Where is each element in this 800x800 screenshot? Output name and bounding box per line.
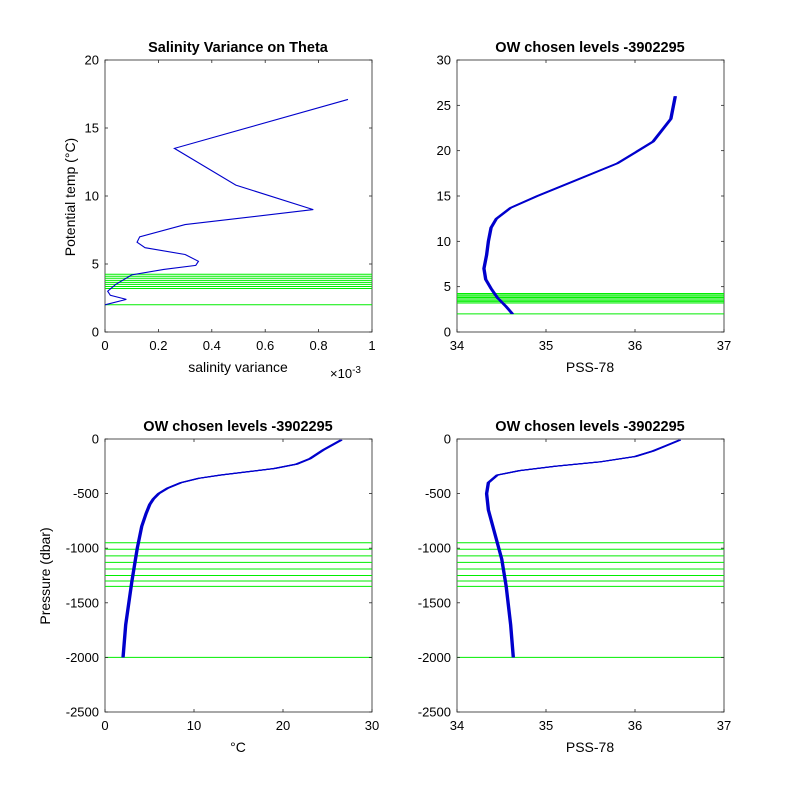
panel-3-ylabel: Pressure (dbar) — [37, 527, 53, 624]
y-tick-label: 0 — [92, 325, 99, 340]
y-tick-label: 20 — [437, 143, 451, 158]
y-tick-label: -2500 — [66, 705, 99, 720]
y-tick-label: 0 — [444, 432, 451, 447]
panel-3-title: OW chosen levels -3902295 — [143, 419, 332, 435]
y-tick-label: 10 — [85, 189, 99, 204]
panel-1-ylabel: Potential temp (°C) — [62, 138, 78, 256]
x-tick-label: 34 — [450, 718, 464, 733]
y-tick-label: 5 — [92, 257, 99, 272]
x-tick-label: 0.8 — [310, 338, 328, 353]
series-line — [104, 98, 349, 306]
y-tick-label: -2500 — [418, 705, 451, 720]
y-tick-label: -2000 — [66, 650, 99, 665]
y-tick-label: -500 — [73, 486, 99, 501]
panel-3-xlabel: °C — [230, 739, 246, 755]
y-tick-label: 10 — [437, 234, 451, 249]
panel-1-x-exponent: ×10-3 — [330, 365, 361, 381]
x-tick-label: 20 — [276, 718, 290, 733]
panel-1-xlabel: salinity variance — [188, 359, 288, 375]
panel-4-title: OW chosen levels -3902295 — [495, 419, 684, 435]
x-tick-label: 30 — [365, 718, 379, 733]
panel-salinity-variance: Salinity Variance on Theta salinity vari… — [62, 40, 376, 381]
x-tick-label: 0.4 — [203, 338, 221, 353]
series-line — [484, 96, 677, 315]
x-tick-label: 0.2 — [149, 338, 167, 353]
y-tick-label: 0 — [92, 432, 99, 447]
x-tick-label: 1 — [368, 338, 375, 353]
x-tick-label: 36 — [628, 718, 642, 733]
panel-pressure-temperature: OW chosen levels -3902295 °C Pressure (d… — [37, 419, 379, 755]
y-tick-label: -2000 — [418, 650, 451, 665]
x-tick-label: 35 — [539, 718, 553, 733]
panel-2-plot-area: 34 35 36 37 0 5 10 15 20 25 30 — [437, 53, 732, 354]
x-tick-label: 0 — [101, 718, 108, 733]
panel-2-title: OW chosen levels -3902295 — [495, 40, 684, 56]
y-tick-label: 15 — [85, 121, 99, 136]
x-tick-label: 0.6 — [256, 338, 274, 353]
x-tick-label: 0 — [101, 338, 108, 353]
series-line — [123, 439, 343, 658]
panel-pressure-salinity: OW chosen levels -3902295 PSS-78 34 35 36 3… — [418, 419, 731, 755]
x-tick-label: 34 — [450, 338, 464, 353]
panel-theta-salinity: OW chosen levels -3902295 PSS-78 34 35 36 3… — [437, 40, 732, 375]
x-tick-label: 37 — [717, 718, 731, 733]
panel-3-plot-area: 0 10 20 30 -2500 -2000 -1500 -1000 -500 0 — [66, 432, 379, 734]
x-tick-label: 35 — [539, 338, 553, 353]
y-tick-label: 30 — [437, 53, 451, 68]
y-tick-label: -500 — [425, 486, 451, 501]
panel-4-xlabel: PSS-78 — [566, 739, 614, 755]
panel-1-title: Salinity Variance on Theta — [148, 40, 329, 56]
y-tick-label: 25 — [437, 98, 451, 113]
y-tick-label: 0 — [444, 325, 451, 340]
y-tick-label: -1000 — [66, 541, 99, 556]
x-tick-label: 36 — [628, 338, 642, 353]
x-tick-label: 10 — [187, 718, 201, 733]
y-tick-label: 20 — [85, 53, 99, 68]
panel-4-plot-area: 34 35 36 37 -2500 -2000 -1500 -1000 -500 0 — [418, 432, 731, 734]
y-tick-label: -1500 — [418, 595, 451, 610]
x-tick-label: 37 — [717, 338, 731, 353]
panel-2-xlabel: PSS-78 — [566, 359, 614, 375]
y-tick-label: -1500 — [66, 595, 99, 610]
y-tick-label: 15 — [437, 189, 451, 204]
y-tick-label: 5 — [444, 279, 451, 294]
series-line — [487, 439, 682, 658]
y-tick-label: -1000 — [418, 541, 451, 556]
